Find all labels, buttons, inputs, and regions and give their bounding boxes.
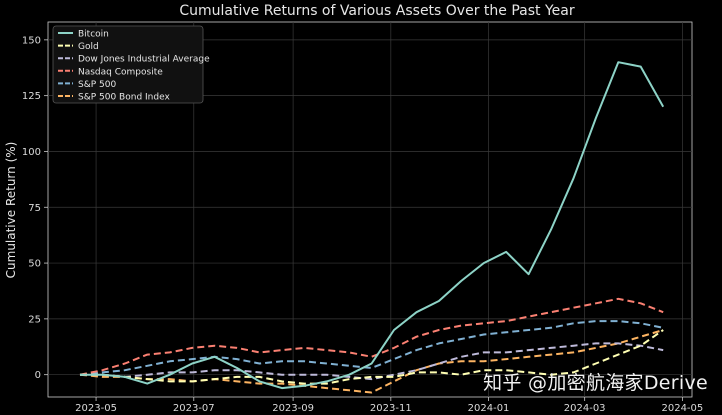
y-tick-label: 125 xyxy=(22,91,41,102)
y-tick-label: 0 xyxy=(35,370,41,381)
legend-label: Bitcoin xyxy=(78,30,109,40)
legend-box xyxy=(52,25,204,104)
y-tick-label: 25 xyxy=(28,314,41,325)
series-line-gold xyxy=(80,329,664,385)
legend-label: Nasdaq Composite xyxy=(78,67,163,77)
y-tick-label: 100 xyxy=(22,147,41,158)
x-tick-label: 2023-05 xyxy=(75,403,117,414)
x-tick-label: 2024-01 xyxy=(468,403,510,414)
x-tick-label: 2024-05 xyxy=(661,403,703,414)
legend-label: Gold xyxy=(78,42,99,52)
legend-label: Dow Jones Industrial Average xyxy=(78,55,210,65)
watermark: 知乎 @加密航海家Derive xyxy=(483,372,708,394)
x-tick-label: 2023-09 xyxy=(272,403,314,414)
x-tick-label: 2023-07 xyxy=(173,403,215,414)
chart-title: Cumulative Returns of Various Assets Ove… xyxy=(179,3,574,19)
legend-label: S&P 500 xyxy=(78,80,116,90)
x-tick-label: 2024-03 xyxy=(564,403,606,414)
y-axis-label: Cumulative Return (%) xyxy=(4,142,18,279)
series-line-nasdaq-composite xyxy=(79,297,664,376)
y-tick-label: 75 xyxy=(28,203,41,214)
series-line-s-p-500-bond-index xyxy=(79,329,664,394)
plot-area: 0 25 50 75 100 125 150 2023-05 2023-07 2023-09 202… xyxy=(22,21,703,414)
series-line-bitcoin xyxy=(80,61,665,390)
y-tick-label: 50 xyxy=(28,259,41,270)
legend: Bitcoin Gold Dow Jones Industrial Average N… xyxy=(52,25,210,104)
x-tick-label: 2023-11 xyxy=(370,403,412,414)
series-line-dow-jones-industrial-average xyxy=(80,342,664,381)
y-tick-label: 150 xyxy=(22,35,41,46)
legend-label: S&P 500 Bond Index xyxy=(78,93,170,103)
